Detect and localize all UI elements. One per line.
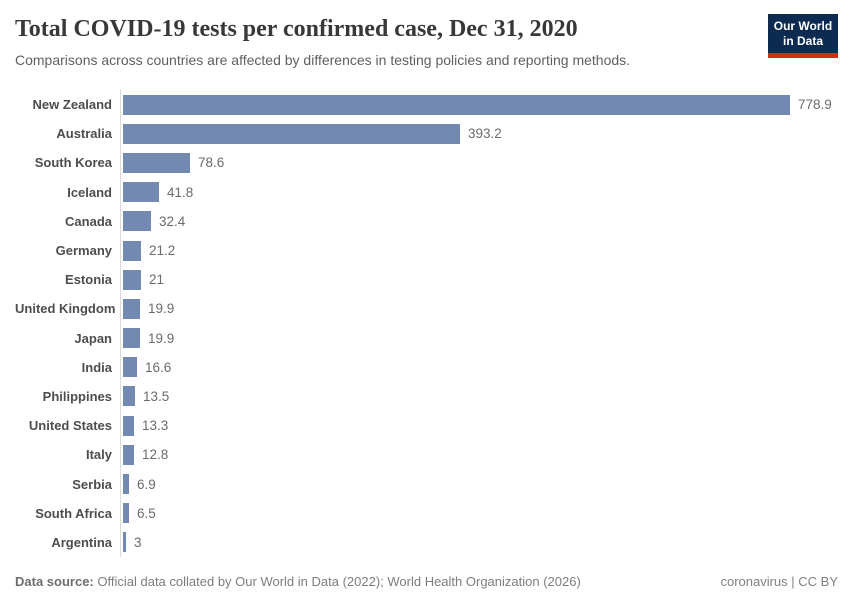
bar[interactable] [123, 386, 135, 407]
value-label: 13.3 [142, 418, 169, 434]
category-label: Canada [65, 213, 112, 229]
bar-row: India 16.6 [15, 352, 838, 382]
category-label: Philippines [42, 388, 112, 404]
bar-area: 393.2 [120, 119, 838, 149]
value-label: 778.9 [798, 97, 832, 113]
bar[interactable] [123, 269, 141, 290]
bar-area: 41.8 [120, 177, 838, 207]
bar[interactable] [123, 444, 134, 465]
bar[interactable] [123, 357, 137, 378]
chart-footer: Data source: Official data collated by O… [15, 574, 838, 589]
bar-area: 19.9 [120, 294, 838, 324]
category-label: United States [28, 418, 112, 434]
bar-row: Japan 19.9 [15, 323, 838, 353]
category-label: Australia [56, 126, 112, 142]
bar[interactable] [123, 503, 129, 524]
data-source-label: Data source: [15, 574, 94, 589]
bar-area: 3 [120, 527, 838, 557]
data-source-text: Official data collated by Our World in D… [97, 574, 581, 589]
bar[interactable] [123, 182, 159, 203]
bar[interactable] [123, 94, 790, 115]
data-source-note: Data source: Official data collated by O… [15, 574, 581, 589]
bar-row: Iceland 41.8 [15, 177, 838, 207]
chart-header: Total COVID-19 tests per confirmed case,… [0, 0, 850, 68]
owid-logo-line2: in Data [782, 34, 823, 48]
owid-logo[interactable]: Our World in Data [768, 14, 838, 58]
bar[interactable] [123, 152, 190, 173]
value-label: 6.9 [137, 476, 156, 492]
category-label: United Kingdom [15, 301, 116, 317]
bar-area: 21 [120, 265, 838, 295]
bar-row: United States 13.3 [15, 411, 838, 441]
bar[interactable] [123, 328, 140, 349]
value-label: 32.4 [159, 213, 186, 229]
value-label: 21.2 [149, 243, 176, 259]
bar-chart: New Zealand 778.9 Australia 393.2 South Kore… [15, 90, 838, 557]
bar-area: 778.9 [120, 90, 838, 120]
bar-row: New Zealand 778.9 [15, 90, 838, 120]
bar-area: 13.5 [120, 381, 838, 412]
bar-row: Germany 21.2 [15, 235, 838, 266]
bar[interactable] [123, 415, 134, 436]
value-label: 13.5 [143, 388, 170, 404]
category-label: Germany [55, 243, 112, 259]
bar-area: 19.9 [120, 323, 838, 353]
category-label: Japan [74, 330, 112, 346]
category-label: Serbia [72, 476, 112, 492]
bar-area: 32.4 [120, 206, 838, 236]
bar-area: 6.9 [120, 469, 838, 499]
category-label: Italy [85, 447, 112, 463]
value-label: 19.9 [148, 301, 175, 317]
bar[interactable] [123, 532, 126, 553]
bar[interactable] [123, 474, 129, 495]
category-label: Estonia [65, 272, 112, 288]
license-link[interactable]: coronavirus | CC BY [720, 574, 838, 589]
category-label: South Africa [35, 505, 112, 521]
bar-row: Serbia 6.9 [15, 469, 838, 499]
bar-area: 78.6 [120, 148, 838, 178]
bar-area: 6.5 [120, 498, 838, 528]
bar-rows: New Zealand 778.9 Australia 393.2 South Kore… [15, 90, 838, 557]
bar-row: Argentina 3 [15, 527, 838, 557]
bar-row: Estonia 21 [15, 265, 838, 295]
category-label: Iceland [67, 184, 112, 200]
value-label: 12.8 [142, 447, 169, 463]
bar-row: Australia 393.2 [15, 119, 838, 149]
bar[interactable] [123, 298, 140, 319]
bar-row: Canada 32.4 [15, 206, 838, 236]
value-label: 6.5 [137, 505, 156, 521]
category-label: India [81, 359, 112, 375]
value-label: 41.8 [167, 184, 194, 200]
value-label: 393.2 [468, 126, 502, 142]
bar-row: South Africa 6.5 [15, 498, 838, 528]
bar[interactable] [123, 240, 141, 261]
value-label: 21 [149, 272, 165, 288]
bar-row: United Kingdom 19.9 [15, 294, 838, 324]
value-label: 16.6 [145, 359, 172, 375]
bar-area: 13.3 [120, 411, 838, 441]
category-label: Argentina [51, 534, 112, 550]
chart-subtitle: Comparisons across countries are affecte… [15, 51, 631, 68]
value-label: 78.6 [198, 155, 225, 171]
bar-row: Philippines 13.5 [15, 381, 838, 412]
chart-title: Total COVID-19 tests per confirmed case,… [15, 16, 578, 42]
bar-area: 21.2 [120, 235, 838, 266]
value-label: 19.9 [148, 330, 175, 346]
bar-area: 12.8 [120, 440, 838, 470]
bar-row: South Korea 78.6 [15, 148, 838, 178]
value-label: 3 [134, 534, 142, 550]
category-label: South Korea [34, 155, 112, 171]
bar-row: Italy 12.8 [15, 440, 838, 470]
bar[interactable] [123, 211, 151, 232]
bar[interactable] [123, 123, 460, 144]
bar-area: 16.6 [120, 352, 838, 382]
category-label: New Zealand [32, 97, 112, 113]
owid-logo-line1: Our World [773, 19, 833, 33]
